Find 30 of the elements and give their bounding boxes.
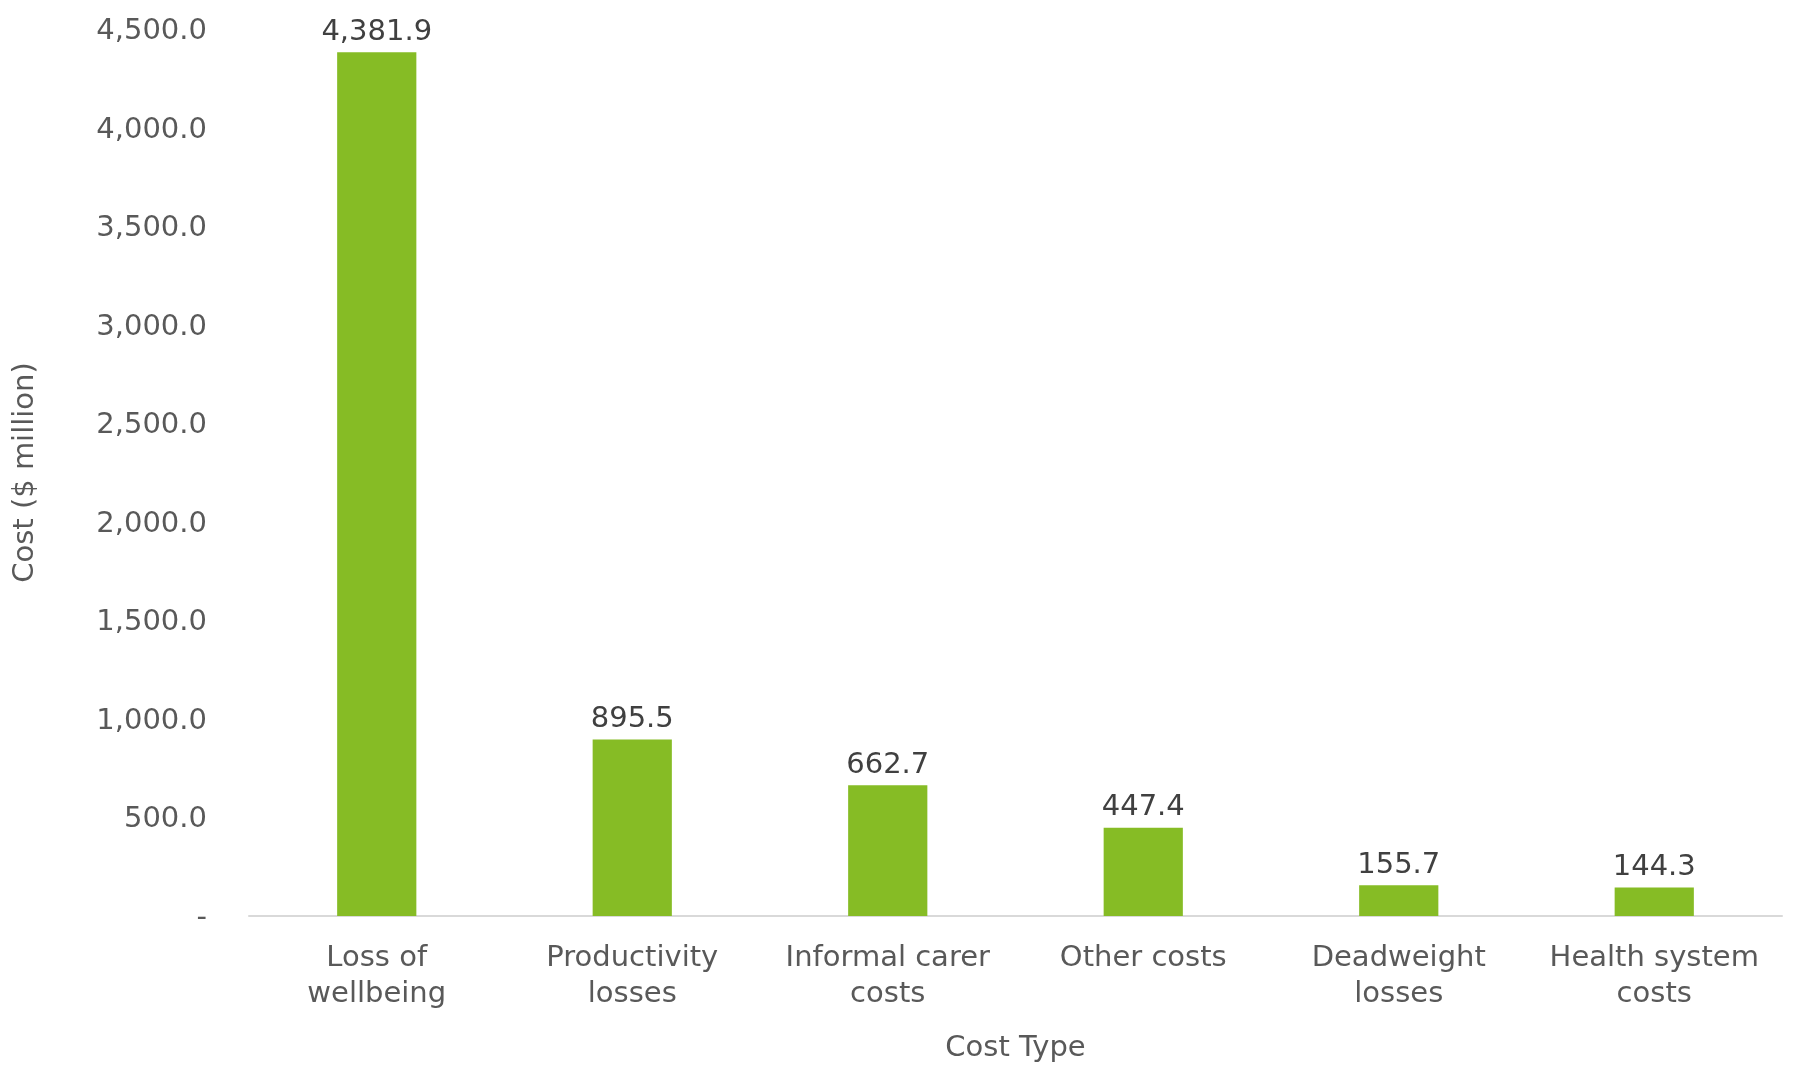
y-tick-label: 4,000.0 — [96, 110, 207, 145]
y-tick-label: 3,500.0 — [96, 209, 207, 244]
y-axis-title: Cost ($ million) — [5, 362, 40, 583]
bar — [337, 52, 417, 916]
data-label: 447.4 — [1101, 788, 1185, 823]
y-tick-label: 500.0 — [123, 800, 207, 835]
bar — [592, 739, 672, 916]
bar — [1359, 885, 1439, 916]
x-tick-label: Productivity losses — [546, 939, 719, 1009]
y-tick-label: 2,500.0 — [96, 406, 207, 441]
bar — [1614, 887, 1694, 916]
data-label: 662.7 — [846, 745, 930, 780]
data-label: 155.7 — [1357, 845, 1441, 880]
x-tick-label: Other costs — [1059, 939, 1227, 973]
data-label: 4,381.9 — [321, 12, 433, 47]
data-label: 144.3 — [1612, 848, 1696, 883]
bar — [848, 785, 928, 916]
y-tick-label: 4,500.0 — [96, 12, 207, 46]
bar — [1103, 827, 1183, 916]
x-tick-label: Health system costs — [1549, 939, 1759, 1009]
x-tick-label: Loss of wellbeing — [307, 939, 447, 1009]
data-label: 895.5 — [590, 699, 674, 734]
y-tick-label: 1,500.0 — [96, 603, 207, 638]
x-axis-title: Cost Type — [945, 1028, 1086, 1063]
x-tick-label: Informal carer costs — [785, 939, 991, 1009]
y-tick-label: 2,000.0 — [96, 504, 207, 539]
y-tick-label: 3,000.0 — [96, 307, 207, 342]
y-tick-label: 1,000.0 — [96, 701, 207, 736]
y-tick-label: - — [196, 899, 207, 933]
x-tick-label: Deadweight losses — [1311, 939, 1486, 1009]
